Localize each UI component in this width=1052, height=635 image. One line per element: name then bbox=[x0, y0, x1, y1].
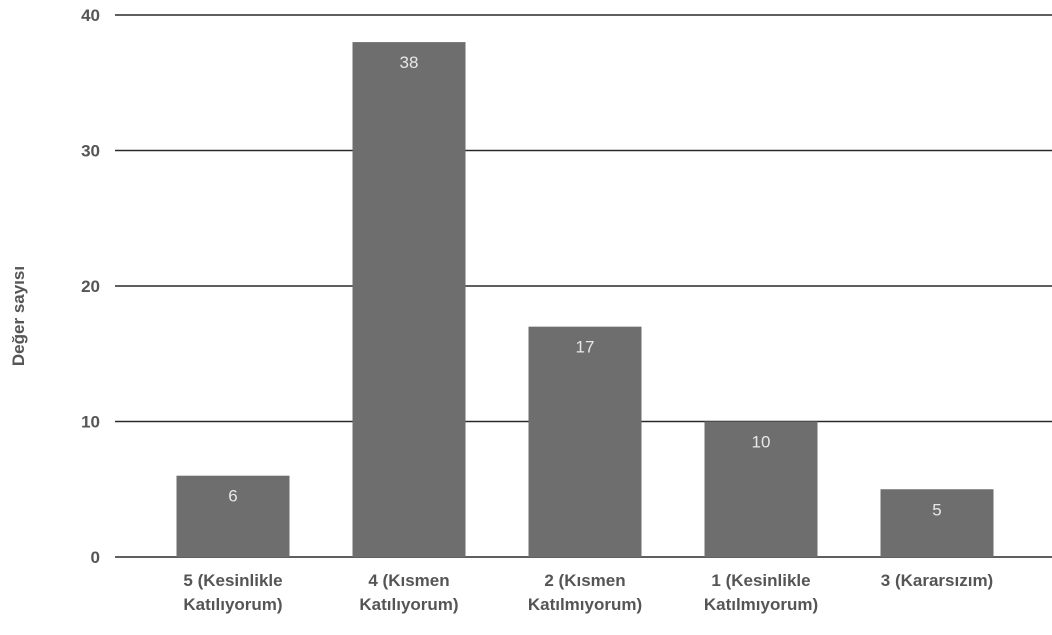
x-tick-label: 3 (Kararsızım) bbox=[881, 571, 993, 590]
bar bbox=[880, 489, 994, 557]
x-tick-label: Katılmıyorum) bbox=[704, 595, 818, 614]
x-tick-label: Katılmıyorum) bbox=[528, 595, 642, 614]
bar bbox=[528, 326, 642, 557]
y-tick-label: 40 bbox=[81, 6, 100, 25]
bar-value-label: 5 bbox=[932, 500, 941, 519]
y-tick-label: 10 bbox=[81, 413, 100, 432]
bar-value-labels: 6 38 17 10 5 bbox=[228, 53, 941, 519]
y-tick-label: 30 bbox=[81, 142, 100, 161]
x-tick-label: Katılıyorum) bbox=[359, 595, 458, 614]
y-tick-label: 20 bbox=[81, 277, 100, 296]
x-tick-label: Katılıyorum) bbox=[183, 595, 282, 614]
x-tick-label: 1 (Kesinlikle bbox=[711, 571, 810, 590]
y-tick-label: 0 bbox=[91, 548, 100, 567]
bar bbox=[352, 42, 466, 558]
bars bbox=[176, 42, 994, 558]
x-tick-label: 4 (Kısmen bbox=[368, 571, 449, 590]
y-axis-ticks: 0 10 20 30 40 bbox=[81, 6, 100, 567]
x-tick-label: 5 (Kesinlikle bbox=[183, 571, 282, 590]
bar-value-label: 17 bbox=[576, 338, 595, 357]
x-tick-label: 2 (Kısmen bbox=[544, 571, 625, 590]
y-axis-title: Değer sayısı bbox=[9, 266, 28, 366]
bar-value-label: 6 bbox=[228, 487, 237, 506]
bar bbox=[176, 475, 290, 557]
bar bbox=[704, 421, 818, 557]
bar-value-label: 38 bbox=[400, 53, 419, 72]
x-axis-ticks: 5 (Kesinlikle Katılıyorum) 4 (Kısmen Katılı… bbox=[183, 571, 993, 614]
bar-value-label: 10 bbox=[752, 433, 771, 452]
